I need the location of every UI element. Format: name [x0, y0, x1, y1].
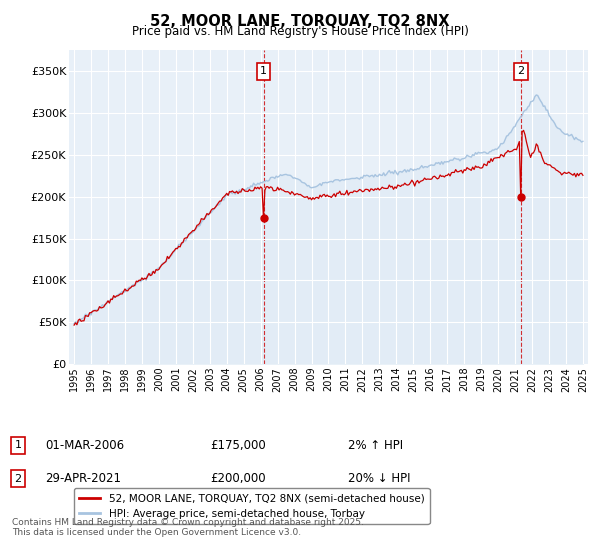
- Text: 29-APR-2021: 29-APR-2021: [45, 472, 121, 486]
- Text: £175,000: £175,000: [210, 438, 266, 452]
- Text: 1: 1: [260, 66, 267, 76]
- Text: Price paid vs. HM Land Registry's House Price Index (HPI): Price paid vs. HM Land Registry's House …: [131, 25, 469, 38]
- Legend: 52, MOOR LANE, TORQUAY, TQ2 8NX (semi-detached house), HPI: Average price, semi-: 52, MOOR LANE, TORQUAY, TQ2 8NX (semi-de…: [74, 488, 430, 524]
- Text: 2: 2: [517, 66, 524, 76]
- Text: £200,000: £200,000: [210, 472, 266, 486]
- Text: 2% ↑ HPI: 2% ↑ HPI: [348, 438, 403, 452]
- Text: 1: 1: [14, 440, 22, 450]
- Text: 20% ↓ HPI: 20% ↓ HPI: [348, 472, 410, 486]
- Text: 52, MOOR LANE, TORQUAY, TQ2 8NX: 52, MOOR LANE, TORQUAY, TQ2 8NX: [150, 14, 450, 29]
- Text: Contains HM Land Registry data © Crown copyright and database right 2025.
This d: Contains HM Land Registry data © Crown c…: [12, 518, 364, 538]
- Text: 01-MAR-2006: 01-MAR-2006: [45, 438, 124, 452]
- Text: 2: 2: [14, 474, 22, 484]
